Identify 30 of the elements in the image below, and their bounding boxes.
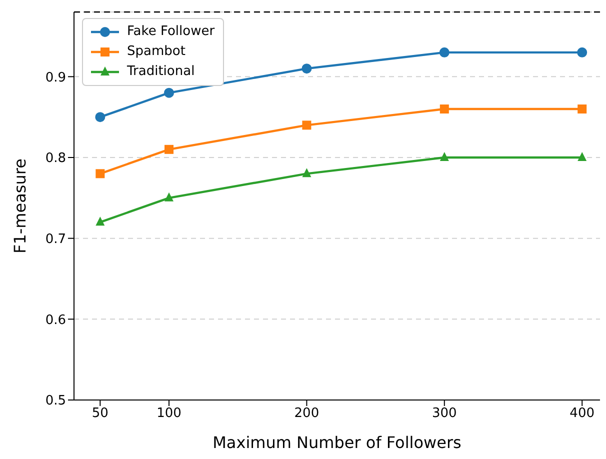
y-tick-label: 0.9 — [45, 70, 66, 86]
point — [440, 152, 449, 161]
y-axis-title: F1-measure — [10, 158, 30, 254]
y-tick-label: 0.5 — [45, 394, 66, 409]
legend-label: Traditional — [127, 63, 195, 81]
x-tick-label: 50 — [92, 406, 108, 422]
point — [96, 169, 105, 178]
point — [96, 216, 105, 226]
point — [164, 88, 174, 98]
point — [302, 168, 312, 178]
x-tick-label: 400 — [570, 406, 595, 422]
point — [164, 144, 174, 154]
x-axis-title: Maximum Number of Followers — [212, 433, 462, 452]
legend-label: Fake Follower — [127, 23, 215, 41]
point — [578, 152, 587, 161]
y-tick-label: 0.8 — [45, 151, 66, 166]
y-tick-label: 0.6 — [45, 312, 66, 328]
point — [302, 120, 312, 130]
point — [302, 64, 312, 74]
point — [578, 104, 587, 114]
legend-label: Spambot — [127, 43, 186, 61]
y-tick-label: 0.7 — [45, 232, 66, 247]
x-tick-label: 100 — [156, 406, 182, 422]
point — [577, 47, 588, 58]
point — [439, 47, 450, 58]
x-tick-label: 200 — [294, 406, 320, 422]
x-tick-label: 300 — [432, 406, 457, 422]
point — [440, 104, 449, 114]
point — [95, 112, 106, 122]
point — [164, 192, 174, 202]
